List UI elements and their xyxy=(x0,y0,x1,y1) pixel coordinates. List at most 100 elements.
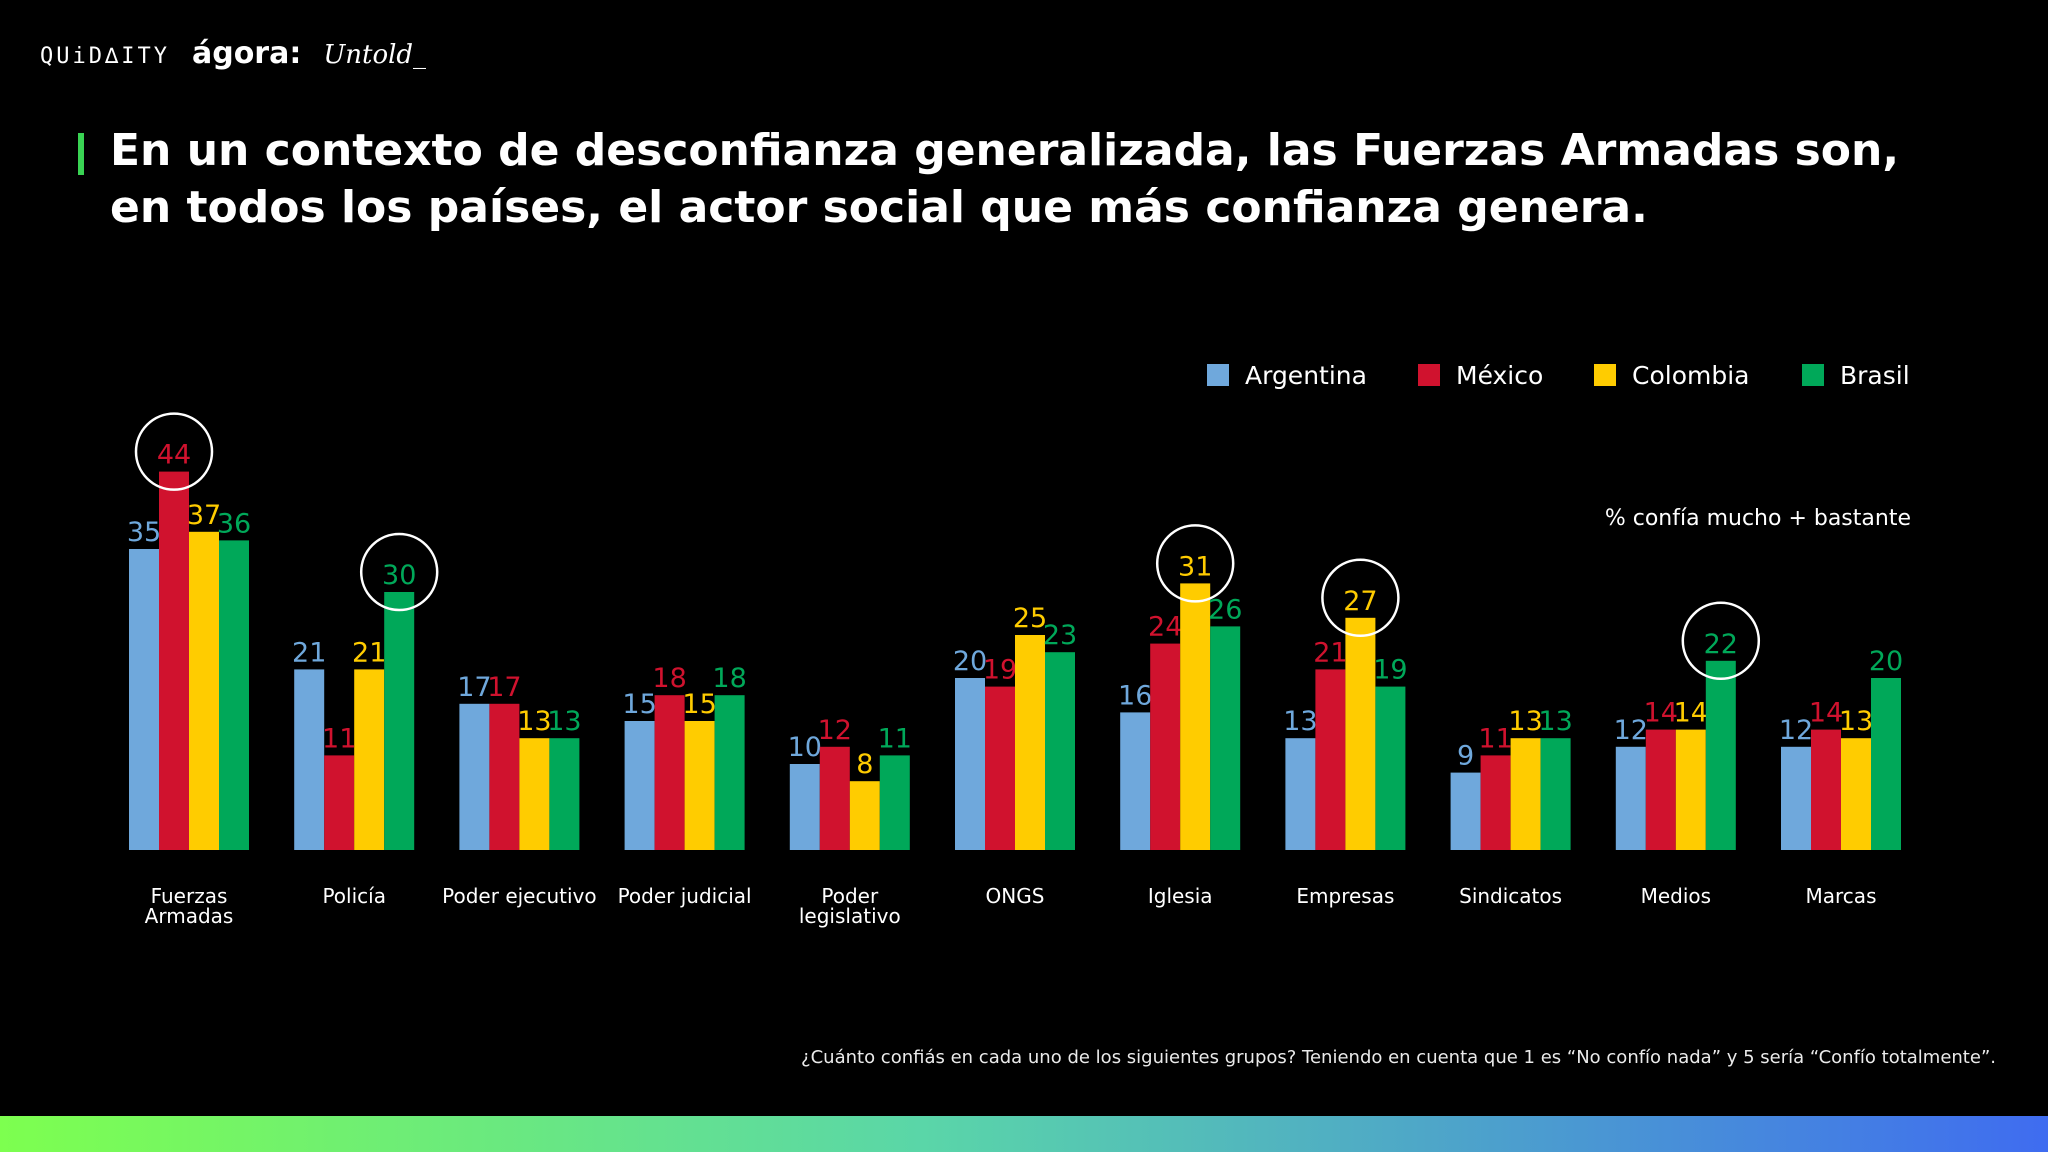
bar-marcas-argentina xyxy=(1781,746,1811,850)
bar-sindicatos-mexico xyxy=(1480,755,1511,850)
agora-logo: ágora: xyxy=(191,36,302,71)
logo-group: QUiD∆ITY ágora: Untold_ xyxy=(40,36,426,71)
value-label-poder-legislativo-brasil: 11 xyxy=(878,723,912,754)
value-label-policia-argentina: 21 xyxy=(292,637,326,668)
bar-poder-ejecutivo-mexico xyxy=(489,703,520,850)
value-label-poder-ejecutivo-colombia: 13 xyxy=(517,706,551,737)
category-label-policia: Policía xyxy=(322,884,386,908)
bar-poder-legislativo-colombia xyxy=(849,781,880,850)
bar-policia-colombia xyxy=(354,669,385,850)
value-label-sindicatos-brasil: 13 xyxy=(1538,706,1572,737)
bar-marcas-mexico xyxy=(1811,729,1841,850)
bar-poder-judicial-brasil xyxy=(714,695,745,850)
value-label-marcas-colombia: 13 xyxy=(1839,706,1873,737)
bar-poder-ejecutivo-argentina xyxy=(459,703,490,850)
legend-label-argentina: Argentina xyxy=(1245,361,1367,390)
bar-marcas-colombia xyxy=(1841,738,1871,850)
title-accent-bar xyxy=(78,133,84,175)
value-label-ongs-brasil: 23 xyxy=(1043,620,1077,651)
value-label-marcas-brasil: 20 xyxy=(1869,646,1903,677)
bar-marcas-brasil xyxy=(1871,678,1901,850)
bar-poder-judicial-mexico xyxy=(654,695,685,850)
value-label-medios-brasil: 22 xyxy=(1704,629,1738,660)
bar-ongs-mexico xyxy=(985,686,1015,850)
y-axis-label: % confía mucho + bastante xyxy=(1605,506,1911,531)
value-label-ongs-mexico: 19 xyxy=(983,655,1017,686)
bar-poder-legislativo-brasil xyxy=(879,755,910,850)
value-label-ongs-argentina: 20 xyxy=(953,646,987,677)
bar-empresas-brasil xyxy=(1375,686,1406,850)
value-label-poder-judicial-brasil: 18 xyxy=(712,663,746,694)
value-label-policia-colombia: 21 xyxy=(352,637,386,668)
bar-fuerzas-armadas-brasil xyxy=(219,540,249,850)
legend-swatch-mexico xyxy=(1418,364,1440,386)
bar-empresas-argentina xyxy=(1285,738,1316,850)
category-label-poder-judicial: Poder judicial xyxy=(618,884,752,908)
bar-medios-argentina xyxy=(1615,746,1646,850)
quidaity-logo: QUiD∆ITY xyxy=(40,44,170,69)
value-label-fuerzas-armadas-brasil: 36 xyxy=(217,508,251,539)
bar-fuerzas-armadas-mexico xyxy=(159,471,189,850)
bar-poder-ejecutivo-brasil xyxy=(549,738,580,850)
value-label-iglesia-mexico: 24 xyxy=(1148,612,1182,643)
bar-fuerzas-armadas-argentina xyxy=(129,549,159,850)
category-label-poder-ejecutivo: Poder ejecutivo xyxy=(442,884,596,908)
value-label-poder-legislativo-mexico: 12 xyxy=(818,715,852,746)
value-label-policia-mexico: 11 xyxy=(322,723,356,754)
bar-empresas-colombia xyxy=(1345,617,1376,850)
bar-ongs-colombia xyxy=(1015,635,1045,850)
value-label-iglesia-brasil: 26 xyxy=(1208,594,1242,625)
value-label-poder-legislativo-colombia: 8 xyxy=(856,749,873,780)
untold-logo: Untold_ xyxy=(323,40,427,70)
value-label-empresas-argentina: 13 xyxy=(1283,706,1317,737)
value-label-poder-legislativo-argentina: 10 xyxy=(788,732,822,763)
bar-fuerzas-armadas-colombia xyxy=(189,531,219,850)
legend-label-mexico: México xyxy=(1456,361,1543,390)
value-label-policia-brasil: 30 xyxy=(382,560,416,591)
legend-label-colombia: Colombia xyxy=(1632,361,1749,390)
highlight-circle-policia xyxy=(359,532,439,612)
bar-medios-brasil xyxy=(1705,660,1736,850)
legend-swatch-brasil xyxy=(1802,364,1824,386)
value-label-ongs-colombia: 25 xyxy=(1013,603,1047,634)
value-label-fuerzas-armadas-colombia: 37 xyxy=(187,500,221,531)
value-label-poder-ejecutivo-argentina: 17 xyxy=(457,672,491,703)
footer-gradient-bar xyxy=(0,1116,2048,1152)
bar-sindicatos-brasil xyxy=(1540,738,1571,850)
category-label-empresas: Empresas xyxy=(1296,884,1394,908)
bar-sindicatos-argentina xyxy=(1450,772,1481,850)
highlight-circle-iglesia xyxy=(1155,524,1235,603)
bar-poder-judicial-colombia xyxy=(684,721,715,850)
legend-swatch-argentina xyxy=(1207,364,1229,386)
value-label-marcas-argentina: 12 xyxy=(1779,715,1813,746)
bar-medios-mexico xyxy=(1645,729,1676,850)
bar-ongs-argentina xyxy=(955,678,985,850)
value-label-sindicatos-colombia: 13 xyxy=(1508,706,1542,737)
value-label-empresas-mexico: 21 xyxy=(1313,637,1347,668)
legend-swatch-colombia xyxy=(1594,364,1616,386)
bar-poder-legislativo-argentina xyxy=(789,764,820,850)
bar-poder-ejecutivo-colombia xyxy=(519,738,550,850)
bar-poder-legislativo-mexico xyxy=(819,746,850,850)
category-label-fuerzas-armadas: Fuerzas Armadas xyxy=(145,884,234,928)
bar-policia-argentina xyxy=(294,669,325,850)
bar-poder-judicial-argentina xyxy=(624,721,655,850)
survey-question-note: ¿Cuánto confiás en cada uno de los sigui… xyxy=(801,1047,1996,1068)
value-label-fuerzas-armadas-argentina: 35 xyxy=(127,517,161,548)
page-title: En un contexto de desconfianza generaliz… xyxy=(110,125,1900,233)
category-label-marcas: Marcas xyxy=(1806,884,1877,908)
category-label-medios: Medios xyxy=(1641,884,1711,908)
highlight-circle-empresas xyxy=(1321,558,1400,638)
category-label-sindicatos: Sindicatos xyxy=(1459,884,1562,908)
bar-iglesia-argentina xyxy=(1120,712,1151,850)
bar-empresas-mexico xyxy=(1315,669,1346,850)
value-label-iglesia-colombia: 31 xyxy=(1178,551,1212,582)
value-label-medios-mexico: 14 xyxy=(1644,698,1678,729)
value-label-sindicatos-mexico: 11 xyxy=(1478,723,1512,754)
value-label-poder-ejecutivo-mexico: 17 xyxy=(487,672,521,703)
bar-ongs-brasil xyxy=(1045,652,1075,850)
value-label-medios-colombia: 14 xyxy=(1674,698,1708,729)
bar-medios-colombia xyxy=(1675,729,1706,850)
category-label-iglesia: Iglesia xyxy=(1148,884,1213,908)
